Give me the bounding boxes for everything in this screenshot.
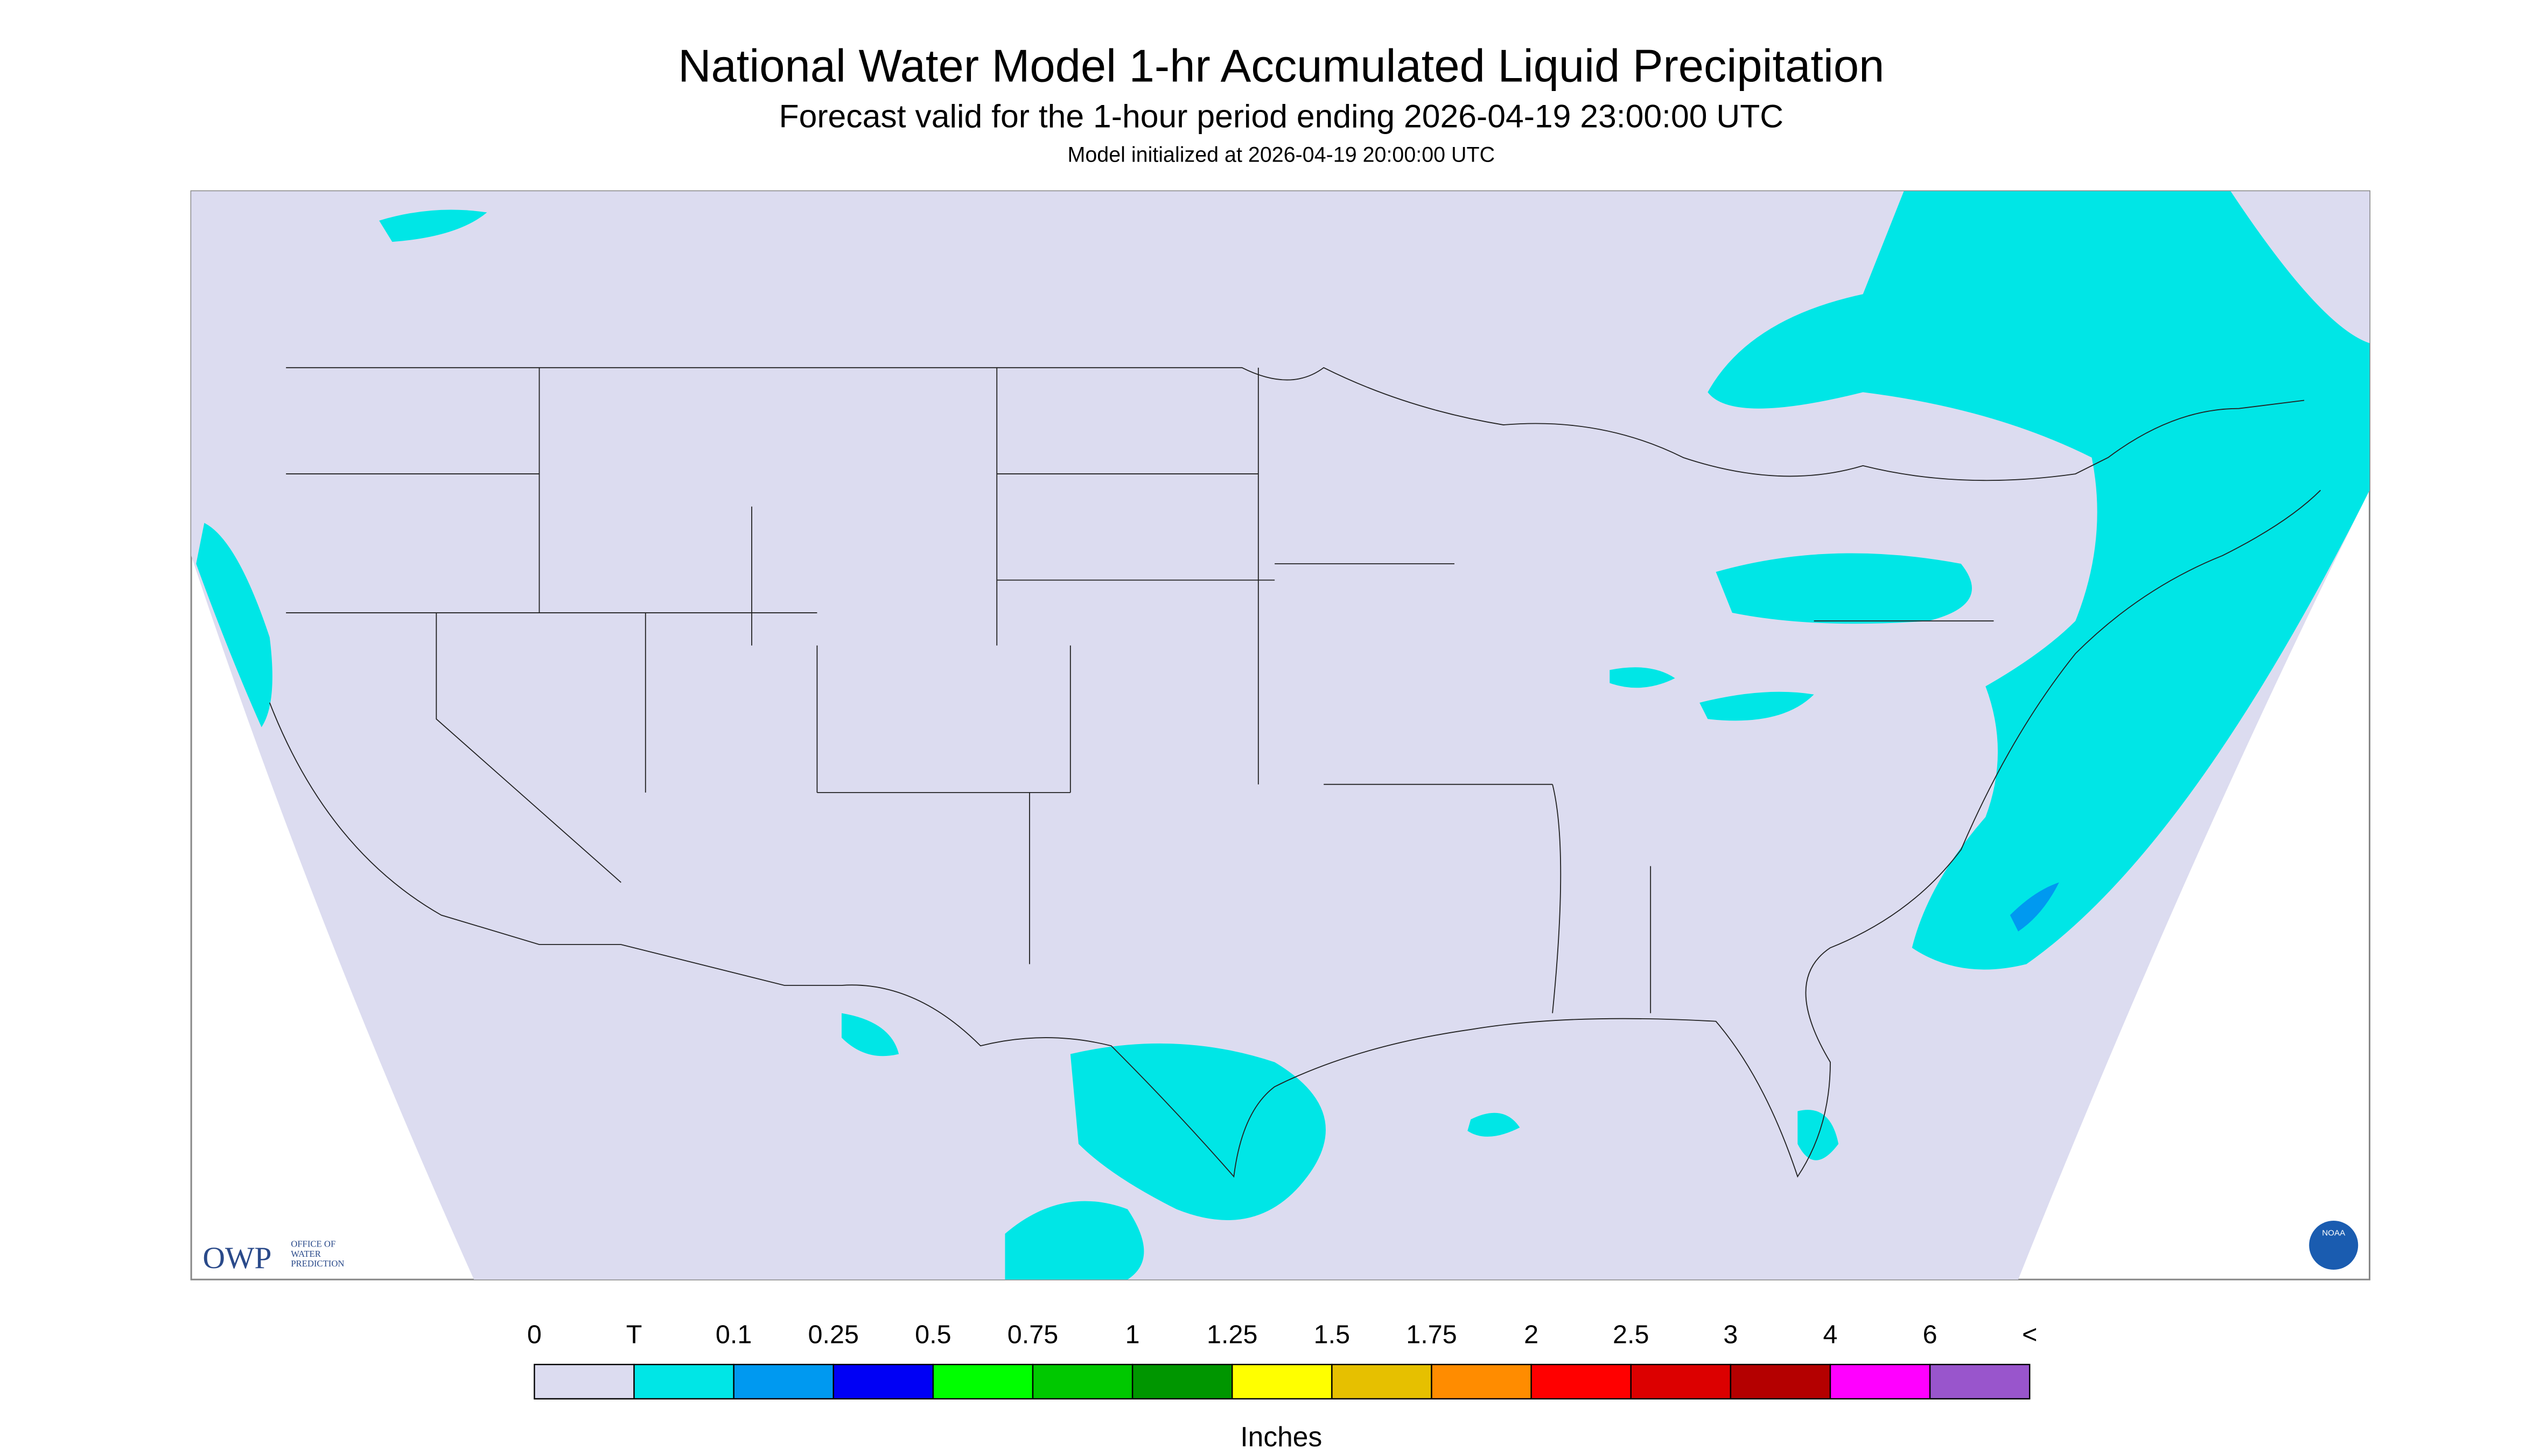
legend: 0 T 0.1 0.25 0.5 0.75 1 1.25 1.5 1.75 2 2.5 3 4 6 < [527, 1320, 2037, 1399]
legend-swatch [1431, 1363, 1532, 1399]
legend-label: 4 [1823, 1320, 1838, 1349]
legend-swatch [1829, 1363, 1931, 1399]
legend-swatch [534, 1363, 635, 1399]
legend-label: 1.75 [1406, 1320, 1457, 1349]
legend-label: 0.1 [716, 1320, 752, 1349]
border-north [286, 367, 2305, 481]
legend-label: 0.75 [1007, 1320, 1058, 1349]
legend-label: 2.5 [1613, 1320, 1649, 1349]
legend-label: 0.25 [808, 1320, 859, 1349]
rain-northwest [379, 209, 487, 242]
rain-california [196, 523, 272, 727]
owp-subtitle-line: PREDICTION [291, 1258, 344, 1269]
state-lines [286, 367, 1994, 1013]
legend-swatch [1530, 1363, 1632, 1399]
precip-areas [196, 191, 2370, 1280]
legend-swatch [1929, 1363, 2031, 1399]
legend-label: 1.25 [1207, 1320, 1258, 1349]
legend-label: 1 [1125, 1320, 1140, 1349]
border-south-coast [269, 489, 2321, 1178]
rain-scattered [841, 667, 1839, 1160]
legend-swatch [1231, 1363, 1333, 1399]
subtitle: Forecast valid for the 1-hour period end… [779, 98, 1784, 135]
legend-label: 3 [1723, 1320, 1738, 1349]
rain-heavy [2010, 882, 2059, 932]
rain-texas [1070, 1043, 1326, 1220]
legend-label: 0 [527, 1320, 542, 1349]
model-domain [191, 191, 2370, 1280]
legend-unit: Inches [1240, 1421, 1322, 1452]
boundaries [269, 367, 2321, 1178]
legend-label: < [2022, 1320, 2037, 1349]
noaa-text: NOAA [2322, 1228, 2346, 1237]
legend-label: 0.5 [915, 1320, 951, 1349]
legend-swatch [932, 1363, 1034, 1399]
rain-lakes [1716, 553, 1972, 624]
owp-subtitle-line: WATER [291, 1249, 321, 1259]
legend-label: 1.5 [1314, 1320, 1351, 1349]
owp-logo: OWP [202, 1241, 271, 1275]
legend-swatch [1131, 1363, 1233, 1399]
legend-swatch [1730, 1363, 1831, 1399]
rain-mexico [1005, 1201, 1144, 1280]
legend-label: 2 [1524, 1320, 1538, 1349]
legend-label: T [626, 1320, 642, 1349]
legend-label: 6 [1923, 1320, 1937, 1349]
legend-swatch [1331, 1363, 1432, 1399]
legend-swatch [733, 1363, 834, 1399]
legend-swatch [832, 1363, 934, 1399]
owp-subtitle-line: OFFICE OF [291, 1239, 335, 1249]
legend-swatch [1032, 1363, 1133, 1399]
legend-swatch [1630, 1363, 1732, 1399]
rain-northeast [1708, 191, 2370, 970]
init-time: Model initialized at 2026-04-19 20:00:00… [1068, 143, 1495, 166]
title: National Water Model 1-hr Accumulated Li… [678, 41, 1884, 92]
noaa-logo [2309, 1220, 2359, 1270]
legend-swatch [633, 1363, 734, 1399]
